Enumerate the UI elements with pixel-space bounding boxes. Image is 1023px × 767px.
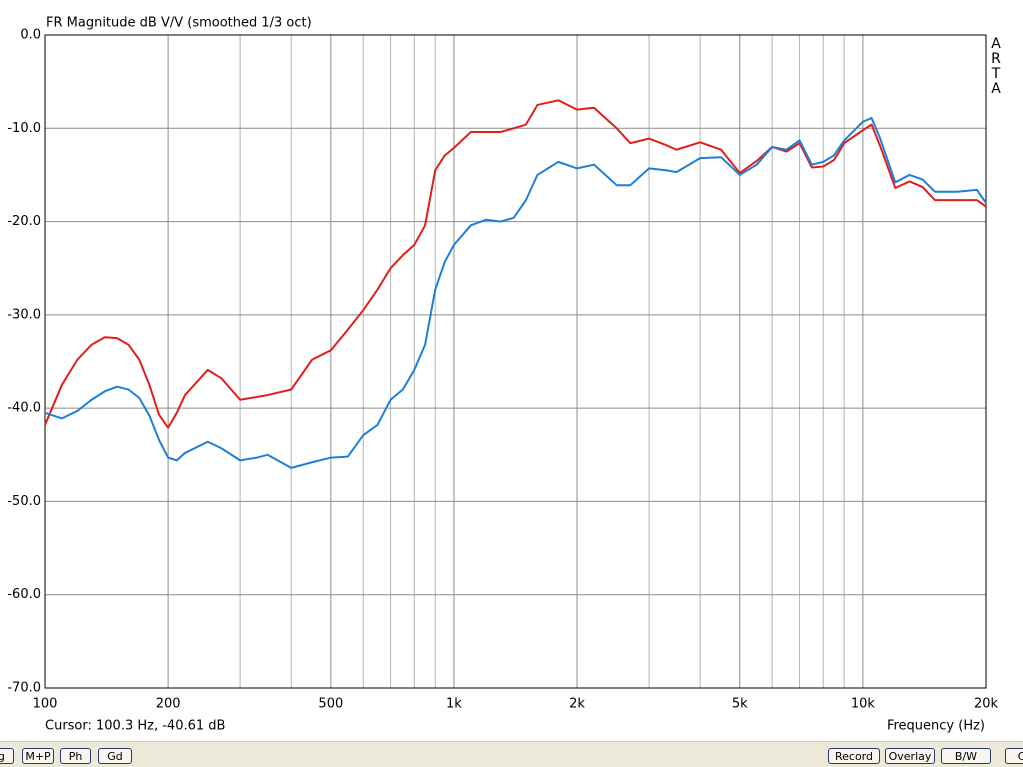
watermark: ARTA (991, 36, 1001, 97)
toolbar-button[interactable]: ag (0, 748, 14, 764)
x-tick-label: 1k (446, 697, 462, 712)
x-tick-label: 20k (974, 697, 999, 712)
y-tick-label: -70.0 (7, 681, 41, 696)
line-series (44, 99, 987, 429)
y-tick-label: 0.0 (20, 28, 41, 43)
toolbar-button[interactable]: M+P (22, 748, 54, 764)
toolbar-button[interactable]: Record (828, 748, 880, 764)
chart-title: FR Magnitude dB V/V (smoothed 1/3 oct) (46, 16, 312, 31)
toolbar-button[interactable]: B/W (941, 748, 991, 764)
line-series (44, 117, 987, 469)
chart: FR Magnitude dB V/V (smoothed 1/3 oct) F… (7, 16, 999, 734)
y-tick-label: -50.0 (7, 494, 41, 509)
y-tick-label: -20.0 (7, 214, 41, 229)
toolbar-button[interactable]: Overlay (885, 748, 935, 764)
x-tick-label: 10k (851, 697, 876, 712)
toolbar: ag M+P Ph Gd Record Overlay B/W Co (0, 741, 1023, 767)
x-tick-label: 500 (318, 697, 343, 712)
x-axis-label: Frequency (Hz) (887, 719, 985, 734)
cursor-readout: Cursor: 100.3 Hz, -40.61 dB (45, 719, 225, 734)
x-tick-label: 200 (156, 697, 181, 712)
y-tick-label: -60.0 (7, 587, 41, 602)
toolbar-button[interactable]: Co (1005, 748, 1023, 764)
plot-frame (44, 34, 987, 689)
y-tick-label: -30.0 (7, 307, 41, 322)
x-tick-label: 100 (33, 697, 58, 712)
x-tick-label: 2k (569, 697, 585, 712)
toolbar-button[interactable]: Ph (60, 748, 91, 764)
x-tick-label: 5k (732, 697, 748, 712)
y-tick-label: -40.0 (7, 401, 41, 416)
toolbar-button[interactable]: Gd (98, 748, 132, 764)
y-tick-label: -10.0 (7, 121, 41, 136)
